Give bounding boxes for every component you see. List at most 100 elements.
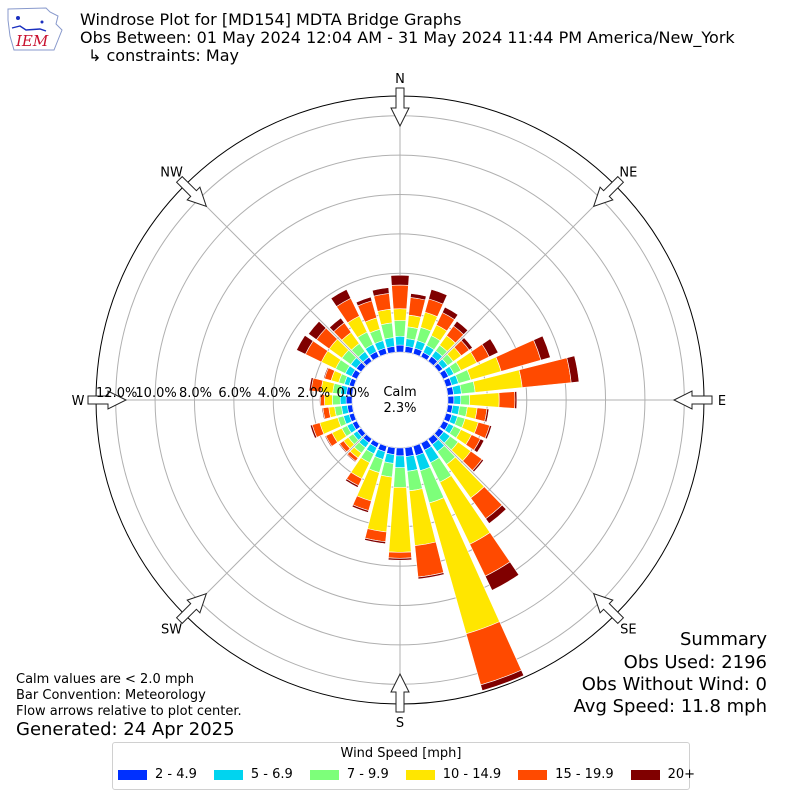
legend-label: 5 - 6.9 [250,767,293,782]
windrose-bar-segment [406,469,423,492]
windrose-bar-segment [404,446,415,457]
compass-arrow [390,87,410,128]
grid-spoke [433,433,616,616]
windrose-bar-segment [344,478,359,488]
windrose-bar-segment [484,408,490,423]
windrose-bar-segment [447,395,455,405]
windrose-bar-segment [296,334,314,355]
windrose-bar-segment [309,424,318,439]
plot-title: Windrose Plot for [MD154] MDTA Bridge Gr… [80,10,462,29]
compass-arrow [87,390,128,410]
compass-label: N [395,72,405,87]
radial-tick-label: 2.0% [297,386,330,401]
windrose-bar-segment [514,391,518,409]
legend-label: 2 - 4.9 [155,767,197,782]
windrose-bar-segment [414,541,445,578]
generated-date: Generated: 24 Apr 2025 [16,719,235,740]
plot-period: Obs Between: 01 May 2024 12:04 AM - 31 M… [80,28,735,47]
logo-text: IEM [15,32,49,50]
windrose-bar-segment [472,458,485,473]
compass-arrow [672,390,713,410]
calm-label: Calm [383,385,416,400]
compass-label: SE [620,622,636,637]
legend-swatch [309,769,339,780]
compass-label: E [718,394,726,409]
windrose-bar-segment [391,284,409,310]
windrose-bar-segment [380,322,394,340]
windrose-bar-segment [428,289,448,305]
plot-constraints: ↳ constraints: May [88,46,239,65]
compass-label: NW [160,166,183,181]
summary-obs-without-wind: Obs Without Wind: 0 [581,674,767,695]
grid-spoke [184,433,367,616]
compass-arrow [592,592,625,625]
legend-item: 15 - 19.9 [518,767,614,782]
legend-item: 5 - 6.9 [213,767,293,782]
radial-tick-label: 6.0% [218,386,251,401]
windrose-bar-segment [394,455,406,468]
windrose-bar-segment [498,391,516,409]
windrose-bar-segment [373,293,392,312]
compass-label: S [396,716,404,731]
windrose-bar-segment [453,320,469,335]
windrose-bar-segment [453,395,462,405]
legend-label: 15 - 19.9 [555,767,614,782]
windrose-bar-segment [407,314,422,330]
radial-tick-label: 10.0% [135,386,176,401]
radial-tick-label: 12.0% [96,386,137,401]
windrose-bar-segment [392,308,408,322]
windrose-bar-segment [460,394,470,406]
calm-value: 2.3% [383,401,416,416]
windrose-bar-segment [387,557,413,561]
summary-obs-used: Obs Used: 2196 [623,652,767,673]
windrose-bar-segment [388,551,412,559]
windrose-bar-segment [484,561,520,591]
windrose-bar-segment [485,504,507,524]
radial-tick-label: 8.0% [179,386,212,401]
compass-arrow [592,175,625,208]
radial-tick-label: 4.0% [258,386,291,401]
windrose-bar-segment [481,338,499,358]
legend: Wind Speed [mph] 2 - 4.9 5 - 6.9 7 - 9.9… [112,742,695,790]
windrose-bar-segment [393,467,407,488]
grid-spoke [433,184,616,367]
windrose-bar-segment [459,381,476,395]
legend-swatch [118,769,147,780]
windrose-bar-segment [377,308,393,326]
windrose-bar-segment [371,287,390,297]
windrose-bars [296,274,580,691]
windrose-bar-segment [329,317,345,333]
legend-item: 7 - 9.9 [309,767,389,782]
windrose-bar-segment [338,443,347,454]
windrose-bar-segment [324,435,333,448]
windrose-bar-segment [395,344,405,353]
summary-avg-speed: Avg Speed: 11.8 mph [573,696,767,717]
windrose-bar-segment [380,461,394,478]
windrose-bar-segment [307,320,327,341]
windrose-bar-segment [395,335,405,346]
windrose-bar-segment [323,367,329,379]
legend-label: 7 - 9.9 [346,767,389,782]
windrose-bar-segment [393,320,407,337]
legend-swatch [405,769,435,780]
windrose-bar-segment [321,407,326,420]
legend-swatch [630,769,660,780]
windrose-bar-segment [351,504,370,513]
compass-label: SW [161,622,182,637]
chart-labels: N NE E SE S SW W NW 0.0% 2.0% 4.0% 6.0% 8.0%10.0%12.… [72,72,727,731]
summary-heading: Summary [680,629,767,650]
bar-convention-note: Bar Convention: Meteorology [16,688,206,703]
windrose-bar-segment [330,289,352,307]
windrose-bar-segment [364,537,386,545]
compass-arrows [87,87,713,713]
windrose-bar-segment [390,274,410,286]
windrose-bar-segment [408,297,426,318]
windrose-bar-segment [533,335,551,361]
windrose-bar-segment [308,377,314,392]
windrose-bar-segment [417,572,445,580]
compass-label: W [72,394,85,409]
legend-title: Wind Speed [mph] [340,746,462,761]
windrose-bar-segment [410,293,427,301]
windrose-bar-segment [346,453,357,463]
compass-arrow [390,672,410,713]
